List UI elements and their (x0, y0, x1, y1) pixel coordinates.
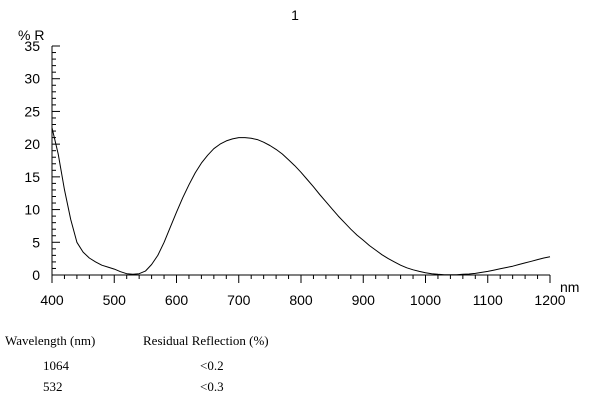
series-layer (51, 127, 551, 276)
table-cell-residual: <0.3 (200, 379, 224, 394)
y-tick-label: 35 (24, 38, 40, 54)
table-cell-wavelength: 1064 (43, 358, 69, 373)
y-tick-label: 5 (32, 234, 40, 250)
table-header-residual: Residual Reflection (%) (143, 333, 269, 348)
y-tick-label: 15 (24, 169, 40, 185)
chart-title: 1 (291, 7, 299, 23)
x-tick-label: 1200 (534, 292, 565, 308)
y-axis-label: % R (18, 27, 44, 43)
reflectance-curve (51, 127, 551, 276)
x-tick-label: 400 (40, 292, 64, 308)
y-tick-label: 30 (24, 71, 40, 87)
table-cell-wavelength: 532 (43, 379, 63, 394)
x-tick-label: 1000 (410, 292, 441, 308)
x-tick-label: 600 (165, 292, 189, 308)
x-axis-label: nm (560, 279, 579, 295)
x-tick-label: 700 (227, 292, 251, 308)
x-tick-label: 500 (103, 292, 127, 308)
y-axis-ticks: 0 5 10 15 20 25 30 35 (24, 38, 60, 283)
reflectance-chart: 1 % R nm 0 5 10 15 20 25 30 35 400 500 600 700 800 9… (18, 7, 579, 308)
y-tick-label: 10 (24, 202, 40, 218)
y-tick-label: 0 (32, 267, 40, 283)
x-tick-label: 800 (289, 292, 313, 308)
y-tick-label: 20 (24, 136, 40, 152)
table-cell-residual: <0.2 (200, 358, 224, 373)
x-tick-label: 900 (352, 292, 376, 308)
y-tick-label: 25 (24, 103, 40, 119)
x-axis-ticks: 400 500 600 700 800 900 1000 1100 1200 (40, 275, 566, 308)
x-tick-label: 1100 (473, 292, 503, 308)
table-header-wavelength: Wavelength (nm) (5, 333, 96, 348)
